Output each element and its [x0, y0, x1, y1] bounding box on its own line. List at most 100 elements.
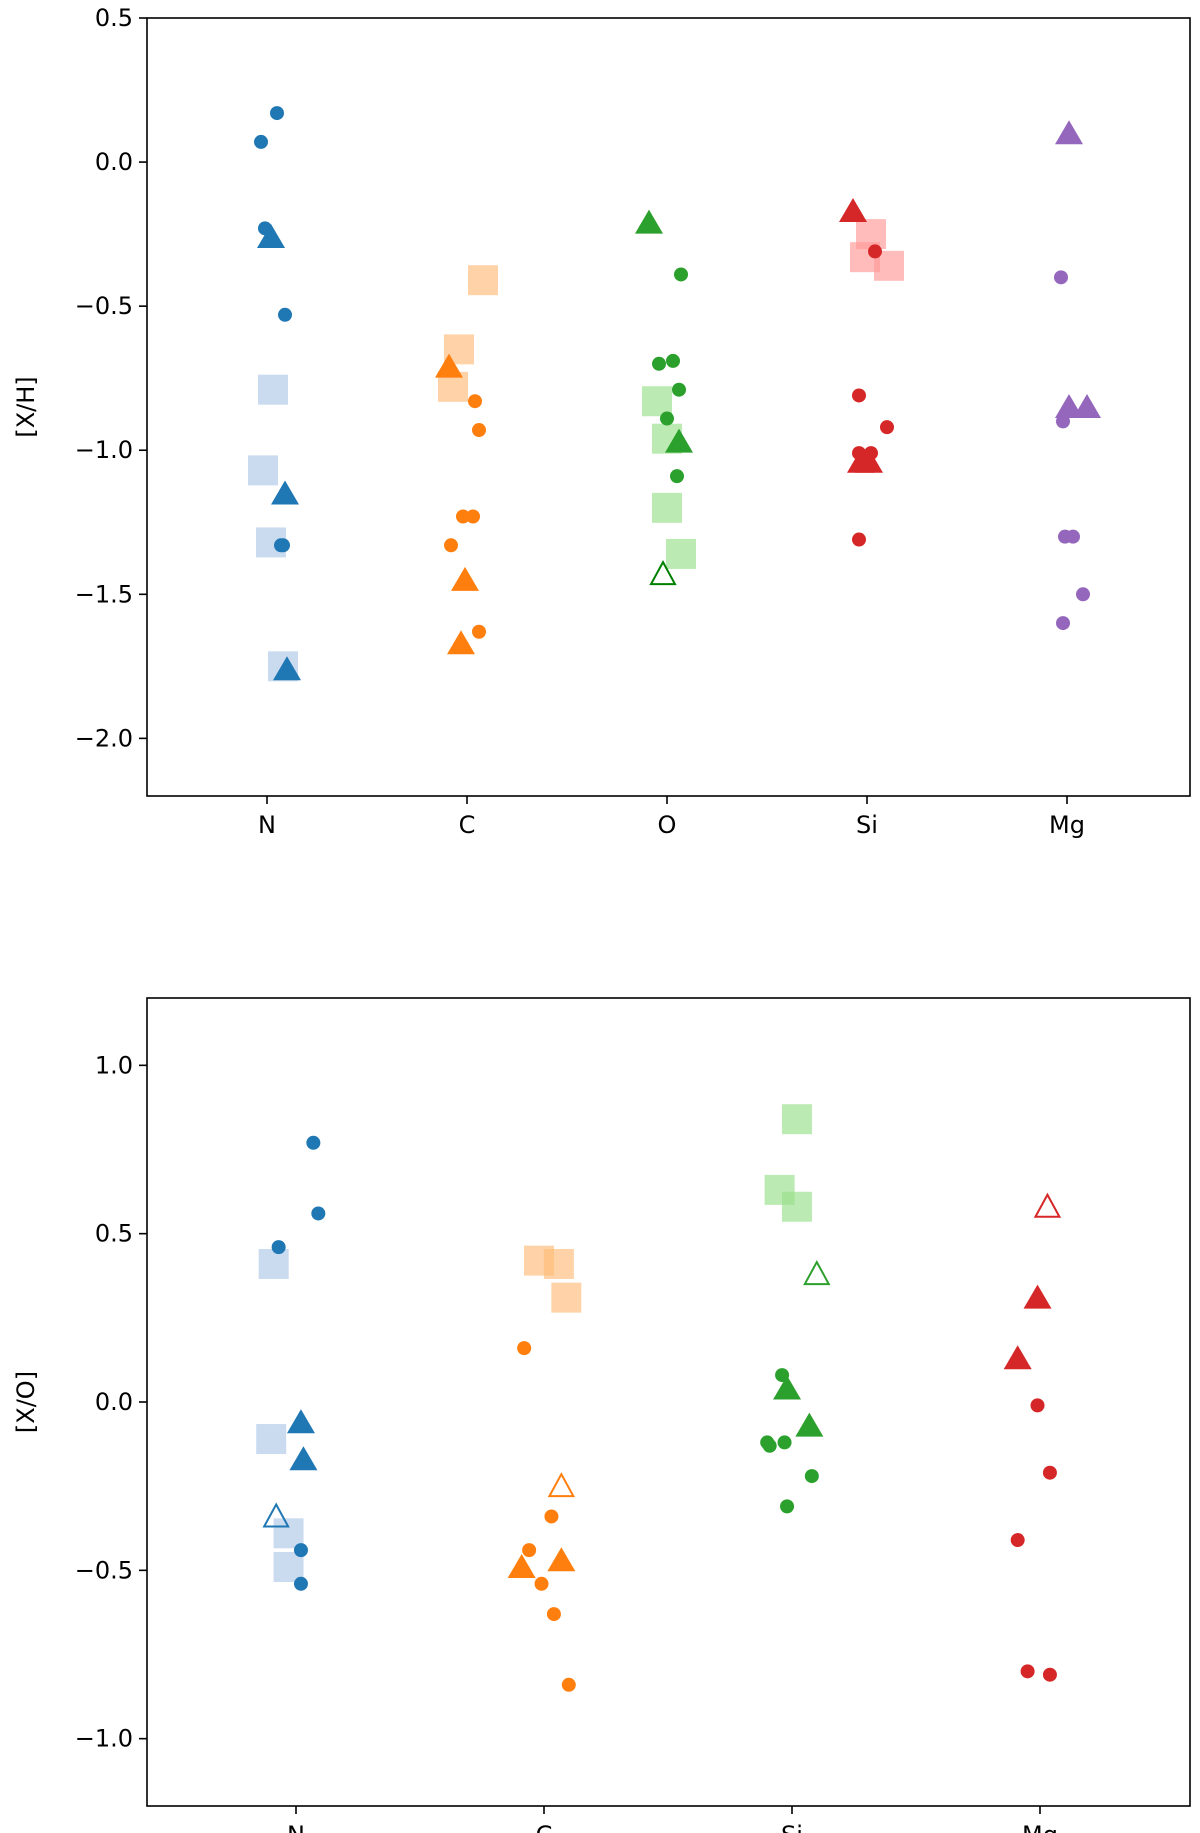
triangle-point: [507, 1553, 536, 1578]
square-point: [781, 1191, 812, 1222]
circle-point: [674, 267, 688, 282]
square-point: [248, 455, 278, 486]
open-triangle-point: [1033, 1192, 1062, 1218]
open-triangle-point: [262, 1502, 290, 1528]
chart-xh-xtick-label: N: [258, 811, 276, 839]
chart-xh-marks: [248, 106, 1101, 682]
chart-xh-x-axis: N C O Si Mg: [258, 796, 1085, 839]
circle-point: [852, 388, 866, 403]
circle-point: [672, 382, 686, 397]
open-triangle-point: [547, 1472, 576, 1498]
triangle-point: [271, 480, 299, 505]
triangle-point: [257, 223, 285, 248]
square-point: [666, 538, 696, 569]
circle-point: [270, 106, 284, 121]
circle-point: [652, 356, 666, 371]
chart-xh-ytick-label: −1.0: [75, 436, 133, 464]
triangle-point: [855, 448, 883, 473]
circle-point: [1010, 1533, 1025, 1548]
circle-point: [544, 1509, 559, 1524]
triangle-point: [795, 1412, 824, 1437]
square-point: [273, 1551, 304, 1582]
triangle-point: [435, 353, 463, 378]
circle-point: [517, 1341, 532, 1356]
chart-xh-ytick-label: 0.0: [95, 148, 133, 176]
circle-point: [670, 469, 684, 484]
circle-point: [777, 1435, 792, 1450]
circle-point: [561, 1677, 576, 1692]
open-triangle-point: [803, 1259, 831, 1286]
circle-point: [762, 1438, 777, 1453]
circle-point: [472, 624, 486, 639]
chart-xh-xtick-label: C: [459, 811, 476, 839]
square-point: [652, 492, 682, 523]
circle-point: [534, 1576, 549, 1591]
circle-point: [456, 509, 470, 524]
circle-point: [1042, 1667, 1057, 1682]
circle-point: [306, 1135, 321, 1150]
circle-point: [444, 538, 458, 553]
circle-point: [880, 420, 894, 435]
circle-point: [1076, 587, 1090, 602]
square-point: [543, 1248, 574, 1279]
square-point: [256, 1424, 287, 1455]
circle-point: [311, 1206, 326, 1221]
circle-point: [1066, 529, 1080, 544]
circle-point: [546, 1607, 561, 1622]
circle-point: [1030, 1398, 1045, 1413]
chart-xo-xtick-label: Si: [781, 1821, 803, 1833]
chart-xo-x-axis: N C Si Mg: [287, 1806, 1058, 1833]
chart-xh-xtick-label: Mg: [1049, 811, 1085, 839]
circle-point: [852, 532, 866, 547]
chart-xh-ytick-label: −0.5: [75, 292, 133, 320]
chart-xo-y-axis: 1.0 0.5 0.0 −0.5 −1.0: [75, 1051, 147, 1753]
chart-xh-ytick-label: −1.5: [75, 580, 133, 608]
open-triangle-point: [649, 560, 677, 586]
circle-point: [1042, 1465, 1057, 1480]
chart-xo-marks: [256, 1104, 1062, 1692]
triangle-point: [839, 198, 867, 223]
triangle-point: [1073, 394, 1101, 418]
circle-point: [293, 1543, 308, 1558]
circle-point: [472, 423, 486, 438]
chart-xh-ytick-label: −2.0: [75, 724, 133, 752]
chart-xh-y-axis-label: [X/H]: [12, 376, 40, 437]
triangle-point: [1055, 394, 1083, 418]
triangle-point: [773, 1375, 802, 1400]
circle-point: [271, 1240, 286, 1255]
triangle-point: [289, 1446, 318, 1471]
chart-xh-xtick-label: Si: [856, 811, 878, 839]
chart-xo-ytick-label: 0.0: [95, 1388, 133, 1416]
circle-point: [293, 1576, 308, 1591]
circle-point: [254, 134, 268, 149]
triangle-point: [1003, 1345, 1032, 1370]
circle-point: [278, 307, 292, 322]
circle-point: [780, 1499, 795, 1514]
chart-xh-y-axis: 0.5 0.0 −0.5 −1.0 −1.5 −2.0: [75, 4, 147, 752]
square-point: [551, 1282, 582, 1313]
square-point: [642, 386, 672, 417]
triangle-point: [286, 1409, 315, 1434]
chart-xh-frame: [146, 17, 1191, 797]
triangle-point: [273, 656, 301, 681]
chart-xo-xtick-label: C: [536, 1821, 553, 1833]
square-point: [273, 1518, 304, 1549]
chart-xh-ytick-label: 0.5: [95, 4, 133, 32]
chart-xo-ytick-label: −1.0: [75, 1725, 133, 1753]
triangle-point: [1055, 120, 1083, 145]
chart-xo-y-axis-label: [X/O]: [12, 1371, 40, 1433]
chart-xh: 0.5 0.0 −0.5 −1.0 −1.5 −2.0 N C O Si Mg [X/H]: [12, 4, 1191, 839]
circle-point: [868, 244, 882, 259]
circle-point: [466, 509, 480, 524]
triangle-point: [547, 1547, 576, 1572]
circle-point: [1056, 616, 1070, 631]
chart-xo-ytick-label: 0.5: [95, 1220, 133, 1248]
chart-xo-ytick-label: 1.0: [95, 1051, 133, 1079]
chart-xo-ytick-label: −0.5: [75, 1556, 133, 1584]
square-point: [258, 1248, 289, 1279]
circle-point: [804, 1469, 819, 1484]
circle-point: [1020, 1664, 1035, 1679]
circle-point: [660, 411, 674, 426]
triangle-point: [451, 566, 479, 591]
